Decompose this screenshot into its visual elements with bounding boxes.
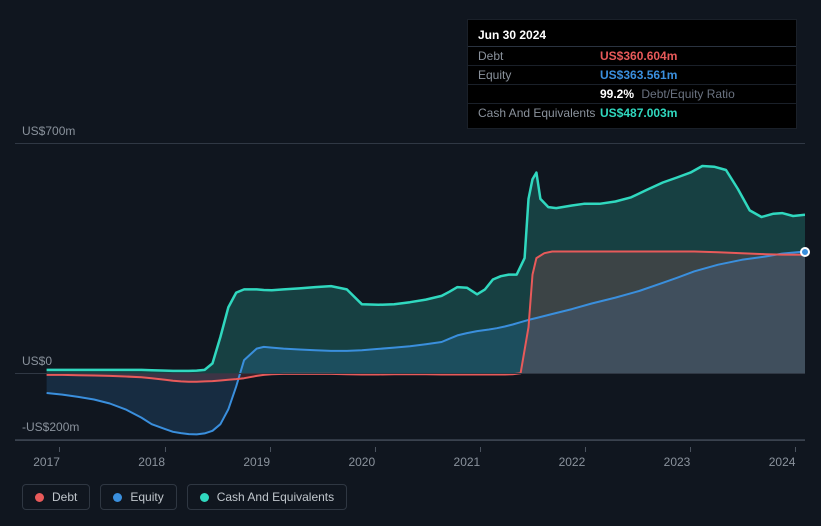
tooltip-label (478, 87, 600, 101)
tooltip-row-ratio: 99.2% Debt/Equity Ratio (468, 85, 796, 104)
tooltip-label: Equity (478, 68, 600, 82)
chart-svg (15, 143, 805, 439)
chart-tooltip: Jun 30 2024 Debt US$360.604m Equity US$3… (467, 19, 797, 129)
x-axis-label: 2024 (769, 455, 796, 469)
legend-label: Cash And Equivalents (217, 490, 334, 504)
x-axis-tick: 2017 (47, 447, 74, 469)
x-axis-tick: 2018 (152, 447, 179, 469)
x-axis-label: 2019 (243, 455, 270, 469)
legend-label: Debt (52, 490, 77, 504)
tooltip-row-cash: Cash And Equivalents US$487.003m (468, 104, 796, 122)
x-axis-tick: 2024 (782, 447, 809, 469)
plot-area[interactable] (15, 143, 805, 439)
legend-item-cash[interactable]: Cash And Equivalents (187, 484, 347, 510)
gridline (15, 373, 805, 374)
legend-item-debt[interactable]: Debt (22, 484, 90, 510)
x-axis-tick: 2019 (257, 447, 284, 469)
x-axis-label: 2022 (559, 455, 586, 469)
x-axis-label: 2020 (348, 455, 375, 469)
tooltip-ratio-pct: 99.2% (600, 87, 634, 101)
x-axis-label: 2018 (138, 455, 165, 469)
x-axis-tick: 2021 (467, 447, 494, 469)
tooltip-date: Jun 30 2024 (468, 26, 796, 47)
series-end-marker-icon (800, 247, 810, 257)
tooltip-label: Debt (478, 49, 600, 63)
dot-icon (200, 493, 209, 502)
tooltip-row-equity: Equity US$363.561m (468, 66, 796, 85)
tooltip-value: US$360.604m (600, 49, 677, 63)
x-axis-label: 2017 (33, 455, 60, 469)
x-axis-label: 2021 (454, 455, 481, 469)
tooltip-ratio-text: Debt/Equity Ratio (641, 87, 734, 101)
x-axis-tick: 2022 (572, 447, 599, 469)
tooltip-value: US$487.003m (600, 106, 677, 120)
legend: Debt Equity Cash And Equivalents (22, 484, 347, 510)
gridline (15, 143, 805, 144)
debt-equity-chart: Jun 30 2024 Debt US$360.604m Equity US$3… (0, 0, 821, 526)
x-axis-tick: 2023 (677, 447, 704, 469)
x-axis-label: 2023 (664, 455, 691, 469)
tooltip-label: Cash And Equivalents (478, 106, 600, 120)
tooltip-ratio: 99.2% Debt/Equity Ratio (600, 87, 735, 101)
dot-icon (113, 493, 122, 502)
legend-item-equity[interactable]: Equity (100, 484, 176, 510)
y-axis-label: -US$200m (22, 420, 79, 434)
x-axis-tick: 2020 (362, 447, 389, 469)
tooltip-value: US$363.561m (600, 68, 677, 82)
plot-bottom-border (15, 440, 805, 441)
y-axis-label: US$0 (22, 354, 52, 368)
dot-icon (35, 493, 44, 502)
y-axis-label: US$700m (22, 124, 75, 138)
x-axis: 2017 2018 2019 2020 2021 2022 2023 2024 (15, 447, 805, 469)
legend-label: Equity (130, 490, 163, 504)
tooltip-row-debt: Debt US$360.604m (468, 47, 796, 66)
